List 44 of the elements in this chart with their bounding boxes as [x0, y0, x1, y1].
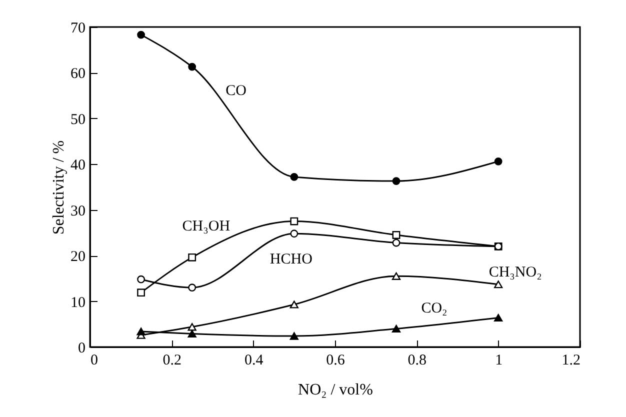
x-tick-label: 0.8: [408, 352, 427, 368]
y-tick-label: 70: [70, 20, 86, 36]
point: [137, 275, 145, 284]
point: [494, 157, 502, 166]
point: [188, 62, 196, 71]
point: [290, 300, 298, 308]
point: [188, 323, 196, 331]
y-tick-label: 30: [70, 203, 86, 220]
point: [392, 238, 400, 247]
point: [392, 272, 401, 280]
point: [137, 30, 145, 39]
point: [392, 324, 401, 333]
x-tick-label: 0.6: [326, 352, 346, 368]
point: [494, 280, 503, 288]
y-tick-label: 60: [70, 66, 86, 82]
series-label: CH₃NO₂: [488, 264, 542, 280]
x-tick-label: 0.4: [244, 352, 264, 368]
y-tick-label: 10: [70, 294, 86, 311]
y-tick-label: 40: [70, 158, 86, 174]
point: [290, 217, 298, 226]
point: [188, 330, 196, 338]
x-tick-label: 0.2: [162, 352, 182, 368]
y-axis-title: Selectivity / %: [50, 140, 68, 235]
series-label: CH₃OH: [182, 218, 230, 234]
point: [290, 172, 298, 181]
point: [290, 332, 298, 340]
point: [188, 284, 196, 292]
x-tick-label: 1: [495, 352, 503, 368]
series-label: CO₂: [421, 300, 448, 317]
point: [136, 328, 146, 336]
point: [290, 230, 298, 238]
y-tick-label: 20: [70, 249, 86, 266]
series-label: CO: [226, 82, 247, 99]
point: [188, 253, 196, 262]
point: [392, 231, 400, 239]
point: [137, 288, 145, 297]
x-tick-label: 1.2: [562, 352, 580, 368]
y-tick-label: 50: [70, 112, 86, 128]
point: [494, 314, 503, 322]
series-label: HCHO: [270, 252, 313, 268]
point: [392, 177, 400, 186]
y-tick-label: 0: [78, 340, 86, 356]
x-tick-label: 0: [90, 352, 98, 368]
x-axis-title: NO₂ / vol%: [298, 382, 373, 398]
